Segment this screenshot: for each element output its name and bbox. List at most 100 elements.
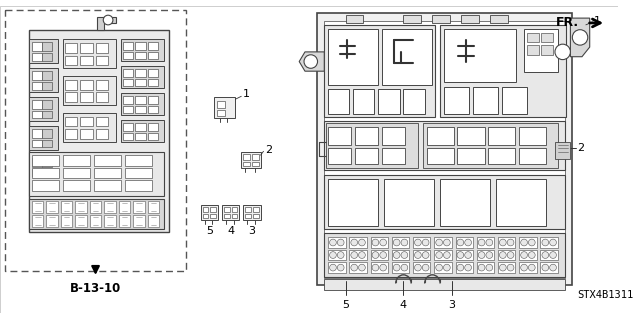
Bar	[32, 82, 42, 90]
Bar	[95, 93, 108, 102]
Bar	[123, 106, 133, 113]
Bar	[148, 106, 158, 113]
Bar	[328, 29, 378, 85]
Bar	[90, 202, 101, 213]
Circle shape	[415, 252, 421, 258]
Bar	[80, 80, 93, 90]
Bar	[65, 56, 77, 65]
Bar	[245, 207, 251, 212]
Text: 5: 5	[342, 300, 349, 310]
Circle shape	[358, 264, 365, 271]
Circle shape	[507, 264, 514, 271]
Bar	[217, 110, 225, 115]
Bar	[211, 207, 216, 212]
Bar	[76, 215, 87, 226]
Circle shape	[330, 264, 337, 271]
Bar	[80, 116, 93, 126]
Bar	[80, 129, 93, 139]
Circle shape	[457, 252, 464, 258]
Bar	[46, 202, 58, 213]
Bar	[444, 87, 469, 114]
Bar	[32, 140, 42, 147]
Text: 3: 3	[248, 226, 255, 236]
Circle shape	[358, 239, 365, 246]
Bar	[355, 148, 378, 164]
Bar	[148, 202, 159, 213]
Circle shape	[422, 264, 429, 271]
Bar	[32, 129, 42, 138]
Bar	[135, 133, 146, 140]
Bar	[121, 39, 164, 61]
Bar	[61, 215, 72, 226]
Bar	[42, 82, 52, 90]
Bar	[29, 199, 164, 229]
Bar	[121, 93, 164, 115]
Bar	[245, 214, 251, 218]
Bar	[46, 215, 58, 226]
Bar	[353, 89, 374, 114]
Bar	[29, 68, 58, 93]
Bar	[519, 127, 547, 145]
Text: 2: 2	[577, 144, 584, 153]
Bar	[63, 180, 90, 191]
Circle shape	[401, 252, 408, 258]
Bar	[456, 250, 473, 260]
Bar	[477, 250, 494, 260]
Bar	[80, 43, 93, 53]
Bar	[32, 53, 42, 61]
Bar	[32, 71, 42, 80]
Bar	[121, 120, 164, 142]
Bar	[435, 237, 452, 248]
Bar	[214, 97, 236, 118]
Circle shape	[358, 252, 365, 258]
Bar	[148, 215, 159, 226]
Bar	[540, 262, 558, 273]
Bar	[392, 262, 409, 273]
Bar	[29, 30, 169, 232]
Bar	[403, 15, 421, 23]
Bar	[95, 80, 108, 90]
Bar	[76, 202, 87, 213]
Circle shape	[351, 264, 358, 271]
Bar	[135, 79, 146, 86]
Bar	[42, 111, 52, 118]
Bar	[32, 100, 42, 109]
Bar	[135, 69, 146, 77]
Circle shape	[521, 239, 527, 246]
Circle shape	[304, 55, 317, 68]
Bar	[392, 237, 409, 248]
Bar	[458, 127, 484, 145]
Bar	[61, 202, 72, 213]
Bar	[135, 42, 146, 50]
Bar	[349, 250, 367, 260]
Circle shape	[394, 252, 400, 258]
Bar	[135, 52, 146, 59]
Circle shape	[444, 239, 450, 246]
Bar	[519, 237, 536, 248]
Bar	[427, 148, 454, 164]
Circle shape	[436, 239, 442, 246]
Bar	[32, 155, 59, 166]
Circle shape	[372, 239, 379, 246]
Circle shape	[529, 252, 535, 258]
Bar	[65, 129, 77, 139]
Bar	[519, 250, 536, 260]
Bar	[326, 123, 418, 168]
Bar	[29, 126, 58, 150]
Bar	[93, 180, 121, 191]
Circle shape	[465, 239, 472, 246]
Bar	[371, 237, 388, 248]
Bar	[252, 162, 259, 166]
Bar	[317, 13, 572, 286]
Bar	[133, 202, 145, 213]
Bar	[125, 155, 152, 166]
Circle shape	[401, 264, 408, 271]
Bar	[93, 155, 121, 166]
Bar	[217, 101, 225, 108]
Bar	[42, 129, 52, 138]
Bar	[5, 11, 186, 271]
Circle shape	[465, 252, 472, 258]
Bar	[93, 168, 121, 178]
Circle shape	[486, 252, 493, 258]
Bar	[324, 279, 564, 290]
